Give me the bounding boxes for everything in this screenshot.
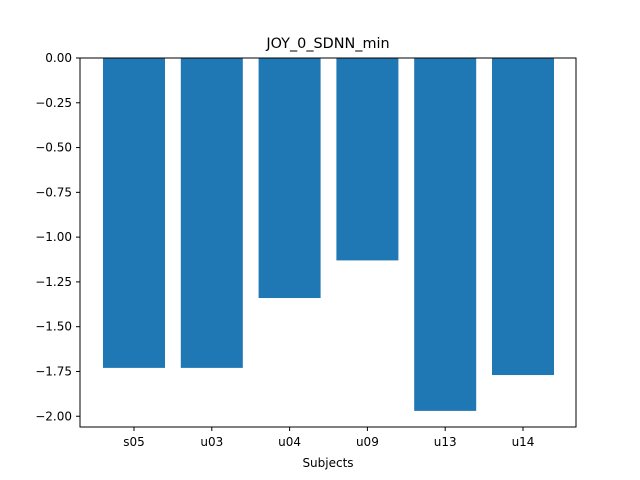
y-tick-label: −0.75 xyxy=(35,185,72,199)
x-tick-label: u09 xyxy=(356,435,379,449)
bar-u14 xyxy=(492,58,554,376)
bar-u09 xyxy=(336,58,399,261)
y-tick-label: −1.75 xyxy=(35,364,72,378)
y-tick-label: 0.00 xyxy=(45,51,72,65)
y-tick-label: −1.50 xyxy=(35,320,72,334)
bar-u04 xyxy=(258,58,321,299)
bar-u03 xyxy=(180,58,243,368)
y-tick-label: −1.00 xyxy=(35,230,72,244)
chart-title: JOY_0_SDNN_min xyxy=(265,36,389,52)
bar-u13 xyxy=(414,58,477,411)
x-axis-title: Subjects xyxy=(302,456,353,470)
bar-s05 xyxy=(103,58,165,368)
y-tick-label: −2.00 xyxy=(35,409,72,423)
y-tick-label: −0.50 xyxy=(35,141,72,155)
bars-group xyxy=(103,58,554,411)
y-tick-label: −0.25 xyxy=(35,96,72,110)
x-tick-label: u13 xyxy=(434,435,457,449)
y-tick-label: −1.25 xyxy=(35,275,72,289)
x-tick-label: u14 xyxy=(512,435,535,449)
y-axis-ticks: 0.00 −0.25 −0.50 −0.75 −1.00 −1.25 −1.50 −1.75 −… xyxy=(35,51,80,423)
x-tick-label: u04 xyxy=(278,435,301,449)
x-axis-ticks: s05 u03 u04 u09 u13 u14 xyxy=(123,427,534,449)
x-tick-label: s05 xyxy=(123,435,145,449)
axes-frame xyxy=(79,57,577,428)
x-tick-label: u03 xyxy=(200,435,223,449)
